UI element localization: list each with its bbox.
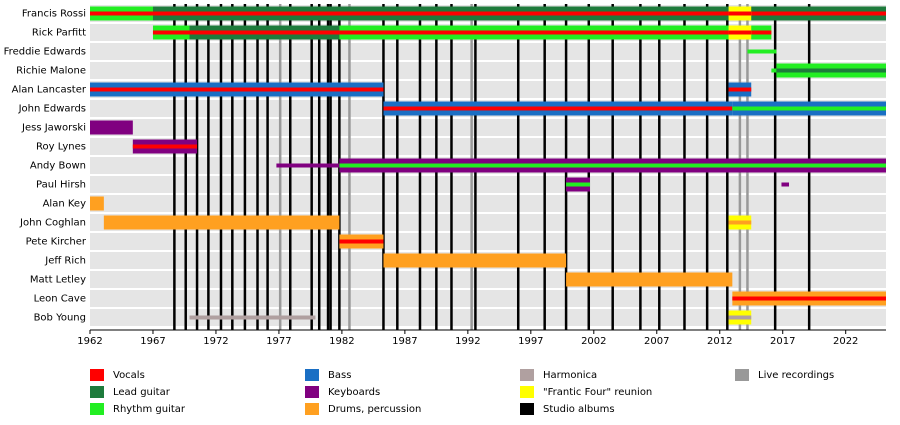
role-stripe	[728, 220, 752, 225]
role-stripe	[90, 87, 384, 92]
x-tick-label: 1997	[518, 336, 543, 347]
member-name: Richie Malone	[16, 66, 86, 77]
role-stripe	[90, 11, 153, 16]
row-background	[90, 43, 886, 60]
member-span	[771, 68, 777, 73]
legend-label: Vocals	[113, 370, 145, 381]
row-background	[90, 119, 886, 136]
x-tick-label: 2007	[644, 336, 669, 347]
row-background	[90, 138, 886, 155]
member-name: Francis Rossi	[22, 9, 86, 20]
x-tick-label: 1977	[266, 336, 291, 347]
x-tick-label: 1972	[203, 336, 228, 347]
legend-label: "Frantic Four" reunion	[543, 387, 652, 398]
member-span	[276, 163, 340, 168]
member-name: Paul Hirsh	[36, 180, 86, 191]
row-background	[90, 233, 886, 250]
role-stripe	[732, 106, 886, 111]
legend-swatch	[90, 369, 104, 381]
member-name: Jess Jaworski	[21, 123, 86, 134]
role-stripe	[728, 30, 752, 35]
legend-label: Lead guitar	[113, 387, 171, 398]
member-name: Rick Parfitt	[32, 28, 86, 39]
member-name: Roy Lynes	[36, 142, 86, 153]
role-stripe	[566, 182, 591, 187]
member-name: Pete Kircher	[26, 237, 87, 248]
legend-swatch	[305, 403, 319, 415]
member-name: John Coghlan	[19, 218, 86, 229]
member-span	[90, 196, 104, 211]
row-background	[90, 176, 886, 193]
role-stripe	[189, 30, 340, 35]
member-span	[90, 120, 133, 135]
row-background	[90, 290, 886, 307]
legend-label: Bass	[328, 370, 351, 381]
role-stripe	[776, 68, 886, 73]
x-tick-label: 2012	[707, 336, 732, 347]
x-tick-label: 1982	[329, 336, 354, 347]
x-tick-label: 1967	[140, 336, 165, 347]
x-tick-label: 1987	[392, 336, 417, 347]
legend-swatch	[520, 369, 534, 381]
x-tick-label: 2017	[770, 336, 795, 347]
member-span	[189, 315, 316, 320]
row-background	[90, 309, 886, 326]
member-span	[566, 272, 733, 287]
legend-label: Keyboards	[328, 387, 380, 398]
role-stripe	[152, 30, 772, 35]
legend-label: Drums, percussion	[328, 404, 421, 415]
role-stripe	[728, 315, 752, 320]
member-span	[781, 182, 790, 187]
member-name: Matt Letley	[30, 275, 86, 286]
legend-label: Rhythm guitar	[113, 404, 186, 415]
member-name: Jeff Rich	[44, 256, 86, 267]
legend-label: Studio albums	[543, 404, 615, 415]
legend-swatch	[90, 386, 104, 398]
legend-swatch	[735, 369, 749, 381]
row-background	[90, 62, 886, 79]
member-name: Alan Lancaster	[12, 85, 87, 96]
role-stripe	[339, 163, 886, 168]
legend-label: Live recordings	[758, 370, 834, 381]
row-background	[90, 195, 886, 212]
legend-swatch	[305, 386, 319, 398]
x-tick-label: 2002	[581, 336, 606, 347]
role-stripe	[90, 11, 886, 16]
role-stripe	[132, 144, 198, 149]
role-stripe	[339, 239, 384, 244]
x-tick-label: 1992	[455, 336, 480, 347]
member-span	[747, 49, 777, 54]
member-name: Freddie Edwards	[4, 47, 86, 58]
x-tick-label: 2022	[833, 336, 858, 347]
member-name: Bob Young	[34, 313, 86, 324]
member-span	[383, 253, 567, 268]
member-name: John Edwards	[18, 104, 86, 115]
role-stripe	[732, 296, 886, 301]
role-stripe	[383, 106, 733, 111]
x-tick-label: 1962	[77, 336, 102, 347]
role-stripe	[728, 87, 752, 92]
legend-swatch	[305, 369, 319, 381]
legend-swatch	[520, 403, 534, 415]
legend-label: Harmonica	[543, 370, 597, 381]
member-span	[103, 215, 340, 230]
member-name: Andy Bown	[30, 161, 86, 172]
member-name: Alan Key	[43, 199, 86, 210]
legend-swatch	[520, 386, 534, 398]
legend-swatch	[90, 403, 104, 415]
role-stripe	[728, 11, 752, 16]
member-name: Leon Cave	[34, 294, 86, 305]
